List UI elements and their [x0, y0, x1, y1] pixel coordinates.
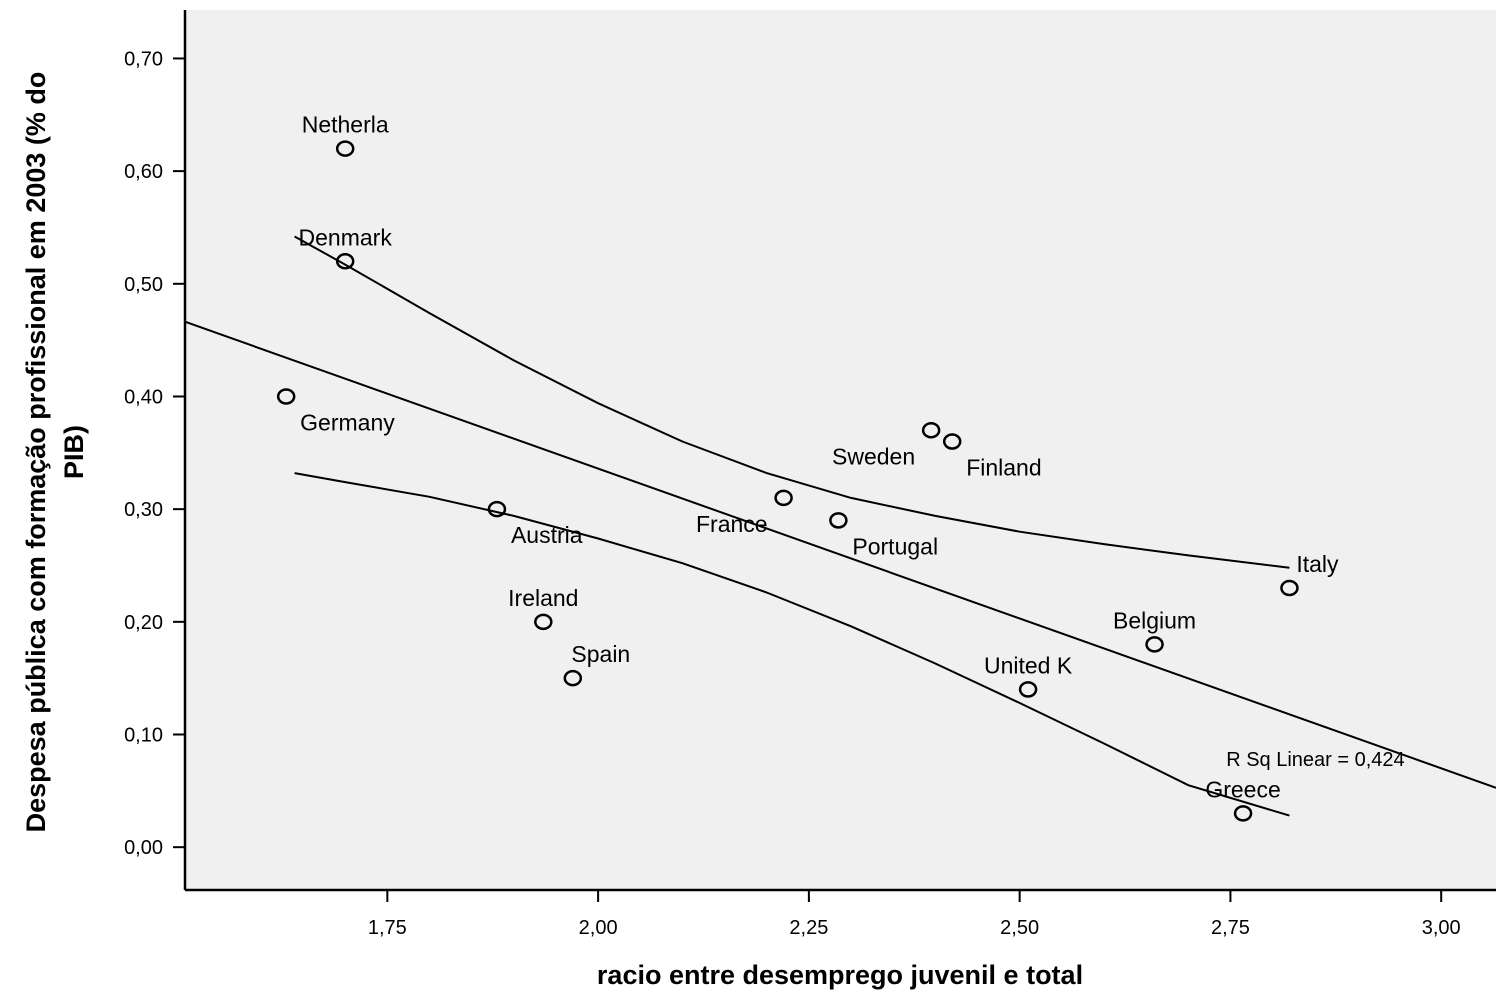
point-label: France [696, 511, 768, 537]
y-axis-title-line-1: Despesa pública com formação profissiona… [21, 72, 51, 833]
data-points [276, 140, 1299, 822]
data-point [534, 613, 553, 631]
point-label: Ireland [508, 585, 578, 611]
y-tick-label: 0,30 [124, 499, 163, 521]
data-point [774, 489, 793, 507]
data-point [1145, 636, 1164, 653]
confidence-band-upper [294, 235, 1290, 569]
data-point [563, 669, 583, 687]
data-point [1280, 579, 1299, 597]
data-point [487, 500, 507, 518]
data-point [921, 422, 941, 439]
fit-line [184, 320, 1496, 789]
confidence-band-lower [294, 472, 1290, 817]
point-label: Germany [300, 409, 395, 435]
data-point [1233, 805, 1253, 822]
x-tick-label: 2,25 [789, 917, 828, 939]
data-point [335, 253, 355, 270]
x-axis-title: racio entre desemprego juvenil e total [597, 960, 1083, 990]
y-tick-label: 0,00 [124, 837, 163, 859]
x-tick-label: 3,00 [1422, 917, 1461, 939]
data-point [942, 433, 962, 450]
point-label: Austria [511, 522, 583, 548]
y-axis-title-line-2: PIB) [59, 425, 89, 479]
point-label: Portugal [852, 533, 938, 559]
tick-labels: 0,00 0,10 0,20 0,30 0,40 0,50 0,60 0,70 1,75 2,00… [124, 48, 1461, 939]
data-point [829, 512, 848, 529]
point-labels: Netherla Denmark Germany Austria Ireland Spai… [299, 112, 1340, 803]
axes [173, 10, 1496, 902]
confidence-band [294, 235, 1290, 817]
point-label: Italy [1296, 551, 1339, 577]
point-label: United K [984, 652, 1073, 678]
point-label: Greece [1205, 776, 1280, 802]
fit-line-group [184, 320, 1496, 789]
x-tick-label: 2,75 [1211, 917, 1250, 939]
y-tick-label: 0,20 [124, 612, 163, 634]
plot-area [185, 10, 1496, 890]
point-label: Finland [966, 455, 1041, 481]
x-tick-label: 2,00 [579, 917, 618, 939]
point-label: Spain [571, 641, 630, 667]
point-label: Belgium [1113, 607, 1196, 633]
point-label: Sweden [832, 443, 915, 469]
point-label: Netherla [302, 112, 389, 138]
x-tick-label: 1,75 [368, 917, 407, 939]
y-tick-label: 0,40 [124, 386, 163, 408]
point-label: Denmark [299, 224, 393, 250]
y-tick-label: 0,10 [124, 725, 163, 747]
y-tick-label: 0,70 [124, 48, 163, 70]
data-point [276, 388, 296, 405]
x-tick-label: 2,50 [1000, 917, 1039, 939]
y-tick-label: 0,60 [124, 161, 163, 183]
y-axis-title: Despesa pública com formação profissiona… [21, 72, 89, 833]
r-squared-annotation: R Sq Linear = 0,424 [1226, 749, 1404, 771]
data-point [335, 140, 355, 157]
data-point [1018, 681, 1038, 698]
y-tick-label: 0,50 [124, 274, 163, 296]
